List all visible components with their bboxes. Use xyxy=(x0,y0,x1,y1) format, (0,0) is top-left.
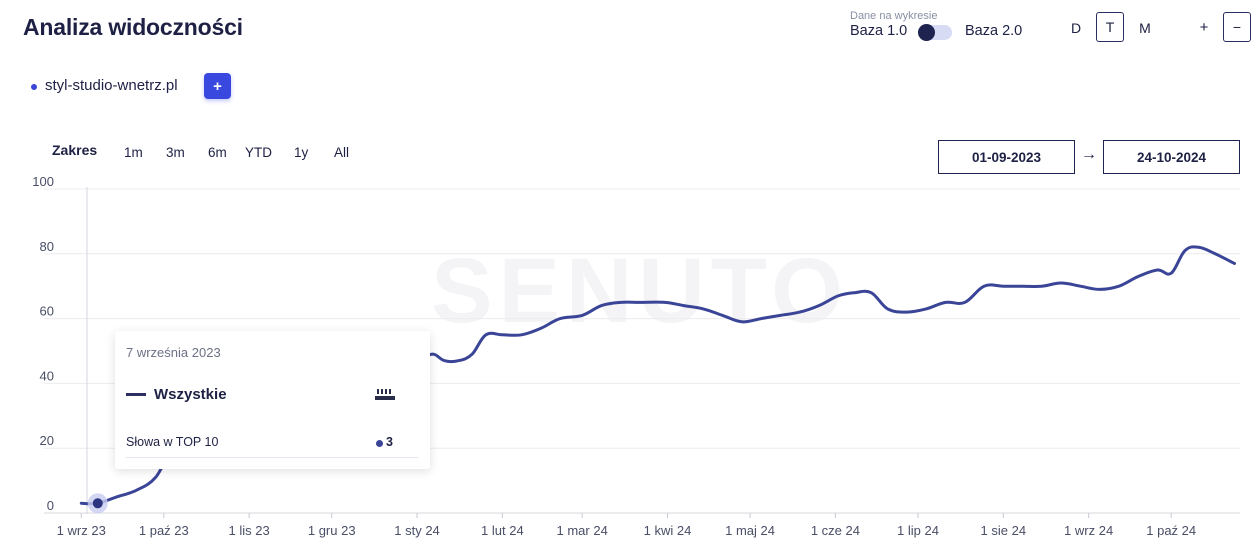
tooltip-metric-dot xyxy=(376,440,383,447)
x-tick-label: 1 lip 24 xyxy=(897,523,939,538)
granularity-week-button[interactable]: T xyxy=(1096,12,1124,42)
x-tick-label: 1 paź 23 xyxy=(139,523,189,538)
base-2-label[interactable]: Baza 2.0 xyxy=(965,23,1023,39)
tooltip-series-line-icon xyxy=(126,393,146,396)
watermark: SENUTO xyxy=(431,240,849,342)
x-tick-label: 1 wrz 23 xyxy=(57,523,106,538)
tooltip-metric-value: 3 xyxy=(386,435,393,449)
x-tick-label: 1 sie 24 xyxy=(981,523,1027,538)
date-to-input[interactable]: 24-10-2024 xyxy=(1103,140,1240,174)
y-tick-label: 20 xyxy=(40,433,54,448)
x-tick-label: 1 lis 23 xyxy=(229,523,270,538)
data-on-chart-label: Dane na wykresie xyxy=(850,10,938,22)
range-1y-button[interactable]: 1y xyxy=(294,145,309,160)
domain-logo-icon xyxy=(375,389,395,400)
x-tick-label: 1 paź 24 xyxy=(1146,523,1196,538)
y-tick-label: 100 xyxy=(32,174,54,189)
page-title: Analiza widoczności xyxy=(23,14,243,40)
tooltip-series-name: Wszystkie xyxy=(154,386,227,403)
x-tick-label: 1 sty 24 xyxy=(394,523,440,538)
y-tick-label: 40 xyxy=(40,368,54,383)
toggle-knob xyxy=(918,24,935,41)
zoom-out-button[interactable]: − xyxy=(1223,12,1251,42)
range-all-button[interactable]: All xyxy=(334,145,350,160)
y-tick-label: 0 xyxy=(47,498,54,513)
range-ytd-button[interactable]: YTD xyxy=(245,145,272,160)
range-label: Zakres xyxy=(52,142,98,158)
x-tick-label: 1 wrz 24 xyxy=(1064,523,1113,538)
domain-label: styl-studio-wnetrz.pl xyxy=(45,77,178,94)
granularity-month-button[interactable]: M xyxy=(1139,20,1151,36)
range-1m-button[interactable]: 1m xyxy=(124,145,143,160)
tooltip-metric-label: Słowa w TOP 10 xyxy=(126,435,219,449)
x-tick-label: 1 kwi 24 xyxy=(644,523,692,538)
zoom-in-button[interactable]: + xyxy=(1199,19,1209,36)
tooltip-date: 7 września 2023 xyxy=(126,345,221,360)
range-3m-button[interactable]: 3m xyxy=(166,145,185,160)
x-tick-label: 1 lut 24 xyxy=(481,523,524,538)
granularity-day-button[interactable]: D xyxy=(1070,20,1082,36)
x-tick-label: 1 maj 24 xyxy=(725,523,775,538)
x-tick-label: 1 mar 24 xyxy=(557,523,608,538)
date-range-arrow: → xyxy=(1081,146,1097,163)
y-tick-label: 80 xyxy=(40,239,54,254)
add-domain-button[interactable]: + xyxy=(204,73,231,99)
chart-tooltip: 7 września 2023 Wszystkie Słowa w TOP 10… xyxy=(115,331,430,469)
date-from-input[interactable]: 01-09-2023 xyxy=(938,140,1075,174)
domain-color-dot xyxy=(31,84,37,90)
range-6m-button[interactable]: 6m xyxy=(208,145,227,160)
y-tick-label: 60 xyxy=(40,304,54,319)
x-tick-label: 1 cze 24 xyxy=(811,523,860,538)
hover-point[interactable] xyxy=(92,498,103,509)
base-1-label[interactable]: Baza 1.0 xyxy=(850,23,908,39)
base-toggle[interactable] xyxy=(918,24,952,41)
x-tick-label: 1 gru 23 xyxy=(308,523,356,538)
tooltip-divider xyxy=(126,457,418,458)
